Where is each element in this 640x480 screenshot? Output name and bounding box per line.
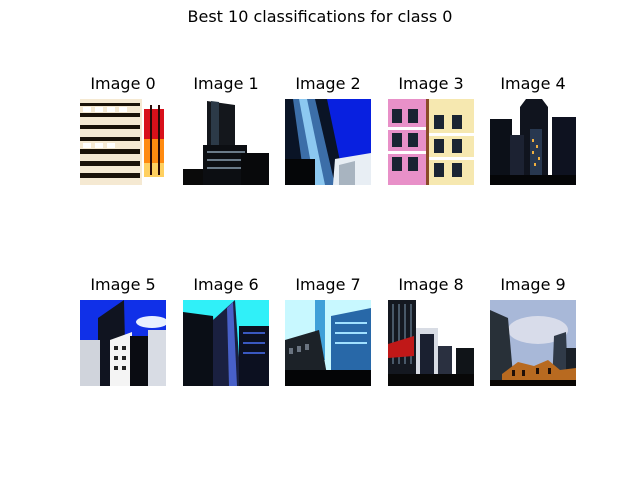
image-thumbnail bbox=[80, 300, 166, 386]
image-thumbnail bbox=[183, 300, 269, 386]
image-title: Image 8 bbox=[398, 275, 464, 294]
image-thumbnail bbox=[388, 300, 474, 386]
red-roof-buildings-photo bbox=[388, 300, 474, 386]
skyscrapers-blue-sky-photo bbox=[80, 300, 166, 386]
image-title: Image 2 bbox=[295, 74, 361, 93]
dark-glass-towers-photo bbox=[183, 300, 269, 386]
image-thumbnail bbox=[285, 99, 371, 185]
image-thumbnail bbox=[388, 99, 474, 185]
cloudy-sky-towers-photo bbox=[490, 300, 576, 386]
image-title: Image 5 bbox=[90, 275, 156, 294]
city-skyline-photo bbox=[490, 99, 576, 185]
image-thumbnail bbox=[285, 300, 371, 386]
image-title: Image 3 bbox=[398, 74, 464, 93]
image-title: Image 9 bbox=[500, 275, 566, 294]
image-title: Image 7 bbox=[295, 275, 361, 294]
apartment-facade-photo bbox=[388, 99, 474, 185]
image-title: Image 0 bbox=[90, 74, 156, 93]
glass-tower-photo bbox=[285, 99, 371, 185]
image-title: Image 4 bbox=[500, 74, 566, 93]
image-thumbnail bbox=[80, 99, 166, 185]
image-thumbnail bbox=[183, 99, 269, 185]
image-title: Image 6 bbox=[193, 275, 259, 294]
figure-title: Best 10 classifications for class 0 bbox=[187, 7, 453, 26]
image-thumbnail bbox=[490, 300, 576, 386]
image-title: Image 1 bbox=[193, 74, 259, 93]
glass-buildings-photo bbox=[285, 300, 371, 386]
dark-skyscraper-photo bbox=[183, 99, 269, 185]
image-thumbnail bbox=[490, 99, 576, 185]
building-facade-photo bbox=[80, 99, 166, 185]
